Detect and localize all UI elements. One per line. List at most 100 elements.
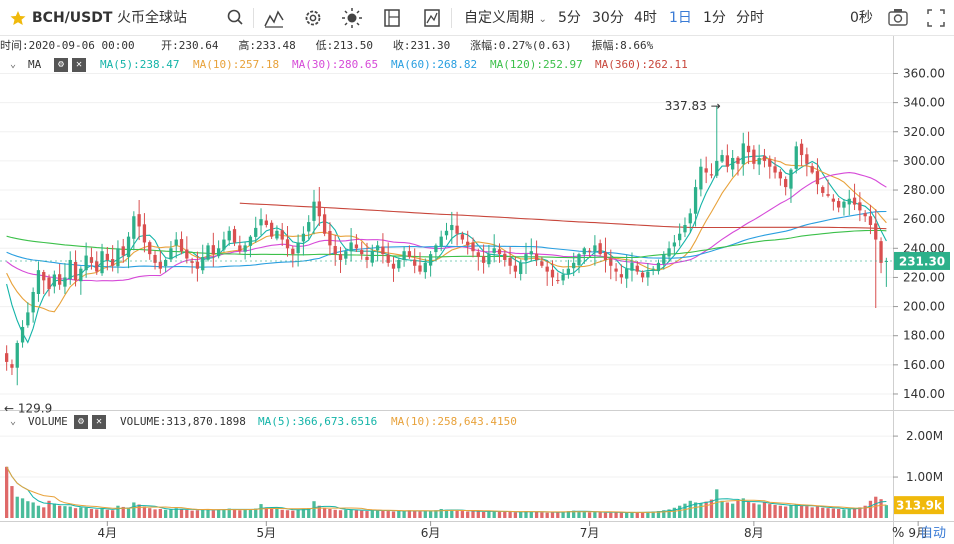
volume-bar [344,509,348,518]
volume-bar [153,509,157,518]
volume-bar [10,486,14,518]
candle-body [598,243,602,255]
volume-bar [640,512,645,518]
time-label: 时间: [0,39,29,52]
volume-ma10-legend: MA(10):258,643.4150 [391,415,517,428]
theme-icon[interactable] [342,0,362,36]
candle-body [741,143,745,165]
period-1d[interactable]: 1日 [669,10,692,26]
compare-icon[interactable] [383,0,401,36]
volume-bar [58,505,62,518]
volume-bar [381,510,385,518]
volume-bar [26,501,30,518]
volume-bar [487,511,491,518]
candle-body [561,274,565,281]
settings-icon[interactable] [304,0,322,36]
symbol-label[interactable]: BCH/USDT [32,10,113,26]
volume-bar [455,510,459,518]
custom-period-label: 自定义周期 [464,10,534,26]
volume-bar [725,502,730,518]
volume-bar [105,509,109,518]
candle-body [322,214,327,234]
candle-body [243,245,247,252]
volume-bar [540,512,544,518]
ma-settings-gear-icon[interactable]: ⚙ [54,58,68,72]
high-value: 233.48 [255,39,296,52]
volume-bar [126,507,131,518]
volume-bar [619,512,624,518]
volume-bar [868,500,873,518]
collapse-volume-chevron-icon[interactable]: ⌄ [10,416,17,427]
candle-body [842,201,846,208]
volume-bar [577,511,581,518]
ma120-line [6,229,887,259]
candle-body [344,251,348,259]
ma360-line [239,202,887,230]
chart-type-icon[interactable] [423,0,441,36]
volume-bar [545,512,549,518]
period-4h[interactable]: 4时 [634,10,657,26]
volume-bar [572,510,576,518]
camera-icon[interactable] [887,0,909,36]
candle-body [746,145,751,153]
period-timeline[interactable]: 分时 [736,10,764,26]
auto-scale-toggle[interactable]: 自动 [920,526,947,541]
volume-close-icon[interactable]: ✕ [92,415,106,429]
volume-bar [789,505,793,518]
candle-body [879,241,883,263]
volume-bar [863,505,867,518]
volume-bar [593,511,597,518]
ma60-legend: MA(60):268.82 [391,58,478,71]
period-30min[interactable]: 30分 [592,10,624,26]
candle-body [497,249,502,255]
volume-bar [704,501,708,518]
change-label: 涨幅: [470,39,499,52]
volume-bar [481,511,486,518]
volume-bar [874,496,878,518]
candle-body [688,213,692,224]
candle-body [487,254,491,265]
period-5min[interactable]: 5分 [558,10,581,26]
candle-body [640,272,645,278]
period-1min[interactable]: 1分 [703,10,726,26]
volume-bar [375,509,380,518]
candle-body [307,222,311,232]
candle-body [630,262,634,271]
exchange-label[interactable]: 火币全球站 [117,10,187,26]
candle-body [799,143,804,156]
candle-body [662,254,666,264]
collapse-ma-chevron-icon[interactable]: ⌄ [10,59,17,70]
volume-settings-gear-icon[interactable]: ⚙ [74,415,88,429]
fullscreen-icon[interactable] [927,0,945,36]
ma10-legend: MA(10):257.18 [193,58,280,71]
candle-body [354,244,359,249]
search-icon[interactable] [226,0,244,36]
favorite-star-icon[interactable] [10,0,26,36]
amplitude-label: 振幅: [591,39,621,52]
volume-bar [550,512,555,518]
countdown-label: 0秒 [850,10,873,26]
candle-body [683,224,687,233]
percent-toggle[interactable]: % [892,526,905,541]
volume-bar [635,512,639,518]
indicator-icon[interactable] [264,0,284,36]
volume-bar [810,507,814,518]
volume-bar [269,508,274,518]
candle-body [116,248,120,267]
volume-bar [529,511,533,518]
volume-bar [301,508,306,518]
candle-body [614,268,618,272]
custom-period-dropdown[interactable]: 自定义周期 ⌄ [464,0,547,36]
volume-bar [508,511,512,518]
candle-body [656,262,661,272]
candle-body [312,201,316,221]
candle-body [301,233,306,242]
volume-bar [349,509,353,518]
volume-bar [338,510,343,518]
volume-bar [847,508,851,518]
ma-close-icon[interactable]: ✕ [72,58,86,72]
volume-bar [768,504,772,518]
volume-bar [216,509,221,518]
volume-bar [42,507,46,518]
